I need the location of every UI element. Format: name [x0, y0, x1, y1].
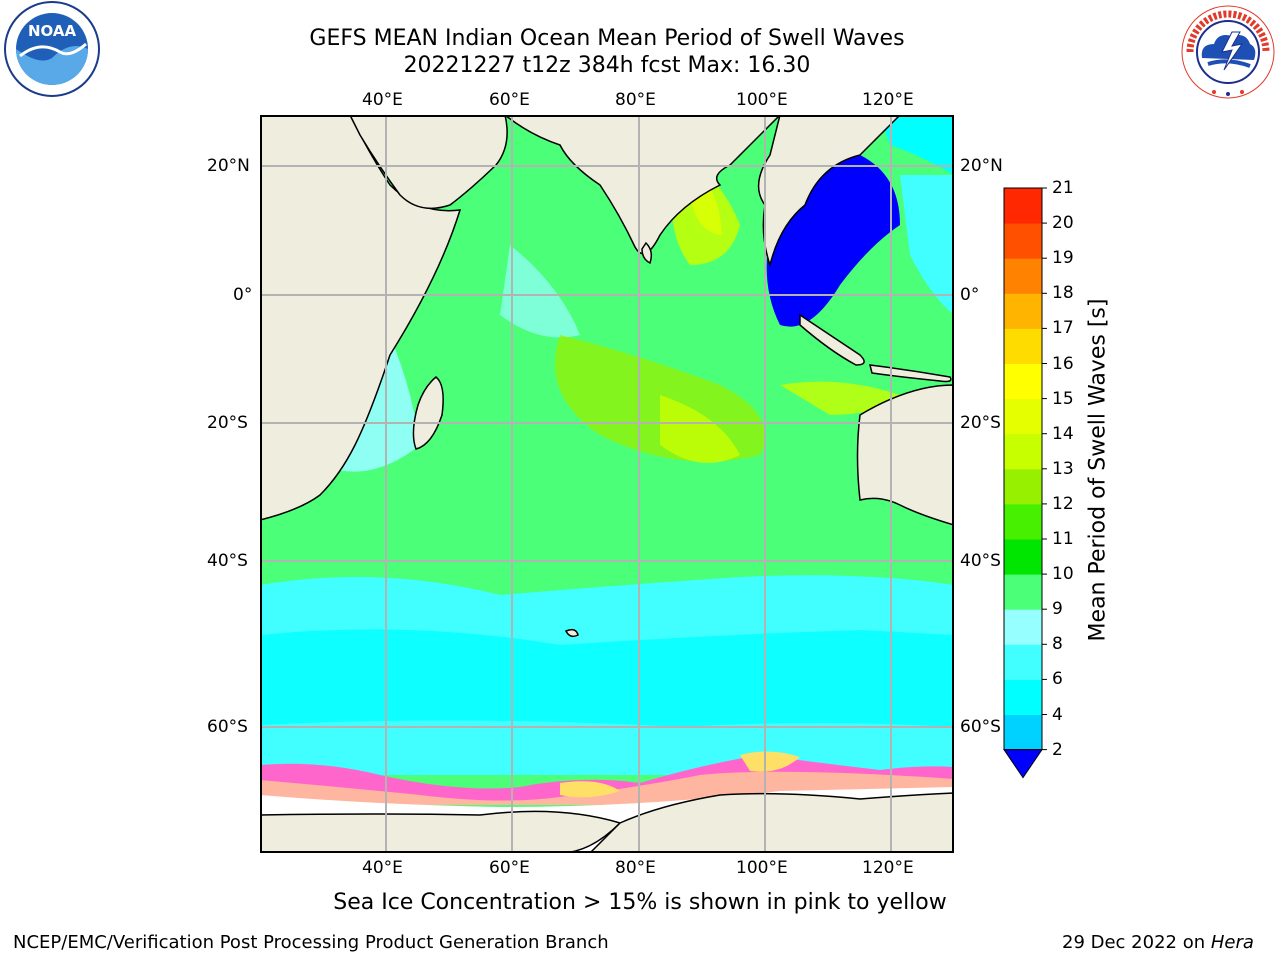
colorbar-tick-label: 20	[1052, 213, 1074, 234]
lon-tick-top-60e: 60°E	[489, 90, 530, 110]
colorbar-segment	[1004, 363, 1042, 400]
noaa-text: NOAA	[28, 22, 77, 40]
colorbar-tick-label: 15	[1052, 388, 1074, 409]
colorbar-segment	[1004, 258, 1042, 294]
lon-tick-bottom-60e: 60°E	[489, 858, 530, 878]
gridlines	[260, 115, 954, 853]
map-subtitle: 20221227 t12z 384h fcst Max: 16.30	[403, 53, 811, 78]
footer-host: Hera	[1210, 932, 1254, 953]
colorbar-tick-label: 12	[1052, 493, 1074, 514]
colorbar-segment	[1004, 574, 1042, 610]
lat-tick-right-60s: 60°S	[960, 717, 1001, 737]
colorbar-tick-label: 9	[1052, 599, 1063, 620]
lat-tick-left-40s: 40°S	[207, 551, 248, 571]
lon-tick-bottom-120e: 120°E	[862, 858, 914, 878]
colorbar-segment	[1004, 433, 1042, 470]
lat-tick-right-0: 0°	[960, 285, 980, 305]
madagascar-land	[412, 376, 444, 450]
colorbar-tick-label: 4	[1052, 704, 1063, 725]
colorbar-tick-label: 11	[1052, 529, 1074, 549]
noaa-logo: NOAA	[4, 1, 100, 97]
lat-tick-left-20s: 20°S	[207, 413, 248, 433]
colorbar-tick-label: 8	[1052, 634, 1063, 655]
colorbar-tick-label: 14	[1052, 423, 1074, 444]
colorbar-tick-label: 19	[1052, 248, 1074, 269]
colorbar-segment	[1004, 188, 1042, 224]
footer-date: 29 Dec 2022 on Hera	[1062, 932, 1254, 953]
antarctica-land	[260, 810, 622, 853]
colorbar-segment	[1004, 468, 1042, 505]
lat-tick-left-0: 0°	[233, 285, 253, 305]
map-panel	[260, 115, 954, 853]
sea-ice-caption: Sea Ice Concentration > 15% is shown in …	[333, 890, 947, 915]
lat-tick-right-20s: 20°S	[960, 413, 1001, 433]
lat-tick-left-20n: 20°N	[207, 156, 250, 176]
lon-tick-top-80e: 80°E	[615, 90, 656, 110]
colorbar-tick-label: 17	[1052, 318, 1074, 339]
colorbar-tick-label: 6	[1052, 669, 1063, 690]
colorbar-segment	[1004, 679, 1042, 715]
colorbar-title: Mean Period of Swell Waves [s]	[1085, 298, 1111, 642]
colorbar-segment	[1004, 328, 1042, 364]
colorbar-tick-label: 21	[1052, 178, 1074, 198]
lat-tick-right-40s: 40°S	[960, 551, 1001, 571]
lat-tick-right-20n: 20°N	[960, 156, 1003, 176]
sumatra-land	[799, 313, 865, 366]
colorbar-segment	[1004, 398, 1042, 435]
colorbar-tick-label: 13	[1052, 458, 1074, 479]
land	[260, 115, 954, 853]
map-title: GEFS MEAN Indian Ocean Mean Period of Sw…	[309, 26, 905, 51]
se-asia-land	[757, 115, 902, 268]
colorbar-segment	[1004, 223, 1042, 259]
colorbar-segment	[1004, 539, 1042, 575]
lon-tick-bottom-80e: 80°E	[615, 858, 656, 878]
africa-land	[260, 115, 462, 521]
colorbar-segment	[1004, 293, 1042, 329]
colorbar-segment	[1004, 644, 1042, 680]
arabia-land	[349, 115, 508, 210]
colorbar-tick-label: 18	[1052, 283, 1074, 304]
colorbar-tick-label: 2	[1052, 739, 1063, 760]
lon-tick-bottom-40e: 40°E	[362, 858, 403, 878]
colorbar-under-arrow	[1003, 749, 1043, 779]
colorbar-tick-label: 16	[1052, 353, 1074, 374]
colorbar-segment	[1004, 714, 1042, 751]
lon-tick-top-100e: 100°E	[736, 90, 788, 110]
lon-tick-bottom-100e: 100°E	[736, 858, 788, 878]
footer-credit: NCEP/EMC/Verification Post Processing Pr…	[13, 932, 609, 953]
lat-tick-left-60s: 60°S	[207, 717, 248, 737]
lon-tick-top-120e: 120°E	[862, 90, 914, 110]
colorbar-segment	[1004, 503, 1042, 540]
footer-date-text: 29 Dec 2022 on	[1062, 932, 1206, 953]
colorbar	[1003, 187, 1047, 779]
nws-logo	[1181, 5, 1275, 99]
colorbar-tick-label: 10	[1052, 564, 1074, 585]
lon-tick-top-40e: 40°E	[362, 90, 403, 110]
colorbar-segment	[1004, 609, 1042, 645]
australia-land	[856, 384, 954, 853]
